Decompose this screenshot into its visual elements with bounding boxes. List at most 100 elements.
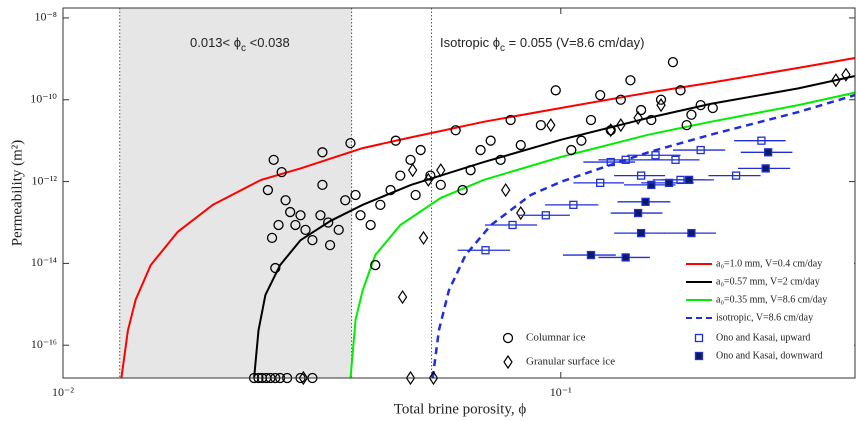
data-point: [397, 290, 408, 305]
data-point: [616, 118, 626, 133]
legend-marker: [503, 354, 513, 370]
legend-marker: [502, 332, 514, 344]
data-point: [546, 118, 556, 133]
annotation-text: 0.013< ϕ: [190, 35, 241, 50]
data-point: [405, 154, 416, 165]
data-point: [606, 123, 616, 138]
data-point: [686, 109, 697, 120]
model-curve: [253, 75, 856, 379]
annotation: Isotropic ϕc = 0.055 (V=8.6 cm/day): [440, 35, 645, 53]
data-point: [268, 154, 279, 165]
data-point: [761, 164, 770, 173]
data-point: [831, 73, 841, 88]
model-curve: [431, 93, 856, 379]
y-tick-label: 10⁻¹⁶: [31, 337, 57, 351]
data-point: [415, 144, 426, 156]
data-point: [418, 230, 429, 245]
data-point: [375, 199, 386, 210]
legend-label: Ono and Kasai, upward: [716, 332, 810, 343]
data-point: [596, 178, 605, 188]
data-point: [681, 119, 692, 131]
data-point: [298, 370, 309, 386]
data-point: [516, 205, 526, 221]
data-point: [633, 208, 643, 218]
annotation-subscript: c: [241, 43, 246, 54]
data-point: [636, 171, 646, 180]
legend-marker: [694, 351, 704, 361]
data-point: [285, 206, 296, 218]
data-point: [646, 114, 657, 126]
data-point: [667, 57, 679, 68]
data-point: [841, 67, 851, 82]
legend-label: Ono and Kasai, downward: [716, 350, 823, 361]
data-point: [633, 110, 643, 125]
data-point: [475, 144, 486, 156]
data-point: [576, 135, 587, 146]
data-point: [355, 210, 366, 221]
annotation: 0.013< ϕc <0.038: [190, 35, 290, 53]
x-axis-label: Total brine porosity, ϕ: [394, 401, 527, 417]
plot-frame: [62, 7, 856, 379]
data-point: [315, 210, 326, 221]
data-point: [615, 94, 626, 105]
data-point: [675, 85, 686, 96]
data-point: [655, 94, 667, 105]
data-point: [636, 228, 646, 238]
data-point: [423, 172, 434, 187]
data-point: [696, 145, 705, 155]
data-point: [317, 147, 328, 158]
annotation-text: = 0.055 (V=8.6 cm/day): [505, 35, 644, 50]
y-tick-label: 10⁻⁸: [34, 10, 57, 24]
data-point: [280, 195, 291, 206]
data-point: [395, 170, 406, 181]
data-point: [481, 246, 490, 255]
data-point: [550, 85, 561, 96]
data-point: [641, 197, 650, 206]
data-point: [290, 219, 301, 231]
y-tick-label: 10⁻¹⁰: [30, 92, 57, 106]
data-point: [385, 184, 396, 196]
data-point: [757, 136, 766, 145]
data-point: [323, 217, 334, 228]
data-point: [500, 182, 511, 198]
legend-label: isotropic, V=8.6 cm/day: [716, 312, 813, 323]
data-point: [505, 114, 516, 126]
data-point: [625, 75, 636, 86]
data-point: [370, 259, 381, 271]
data-point: [656, 98, 666, 113]
data-point: [495, 154, 506, 165]
data-point: [450, 125, 461, 136]
data-point: [585, 114, 597, 126]
data-point: [405, 370, 416, 386]
data-point: [647, 180, 656, 190]
data-point: [586, 250, 596, 260]
data-point: [270, 262, 281, 274]
data-point: [566, 144, 577, 156]
legend-box: [682, 254, 854, 376]
data-point: [535, 119, 547, 131]
y-tick-label: 10⁻¹²: [31, 173, 57, 187]
data-point: [365, 219, 376, 231]
model-curve: [120, 57, 856, 379]
data-point: [508, 220, 517, 230]
data-point: [595, 89, 606, 101]
legend-marker: [694, 333, 704, 343]
x-tick-label: 10⁻¹: [550, 385, 572, 399]
data-point: [465, 165, 476, 176]
data-point: [350, 189, 361, 201]
data-point: [324, 239, 336, 251]
data-point: [407, 163, 418, 178]
data-point: [569, 200, 578, 209]
annotation-text: <0.038: [246, 35, 290, 50]
data-point: [671, 155, 680, 164]
data-point: [428, 370, 439, 386]
data-point: [684, 175, 694, 185]
data-point: [731, 171, 741, 180]
legend-label: Columnar ice: [526, 332, 586, 344]
data-point: [425, 170, 436, 181]
data-point: [457, 184, 468, 196]
data-point: [333, 224, 344, 236]
data-point: [307, 235, 318, 246]
data-point: [695, 99, 706, 111]
